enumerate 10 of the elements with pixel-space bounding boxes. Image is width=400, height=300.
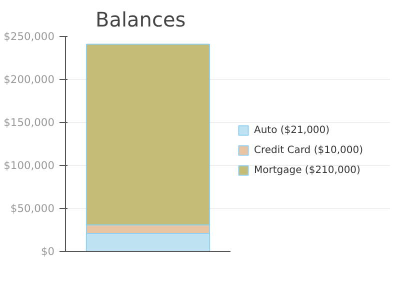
legend-label: Credit Card ($10,000)	[254, 144, 363, 156]
y-tick-label: $200,000	[4, 73, 55, 86]
y-tick-label: $250,000	[4, 30, 55, 43]
legend-label: Mortgage ($210,000)	[254, 164, 360, 176]
y-tick-label: $0	[40, 245, 55, 258]
chart-title: Balances	[96, 8, 186, 32]
y-tick-label: $50,000	[10, 202, 55, 215]
y-tick-label: $150,000	[4, 116, 55, 129]
legend-label: Auto ($21,000)	[254, 124, 330, 136]
y-tick-label: $100,000	[4, 159, 55, 172]
